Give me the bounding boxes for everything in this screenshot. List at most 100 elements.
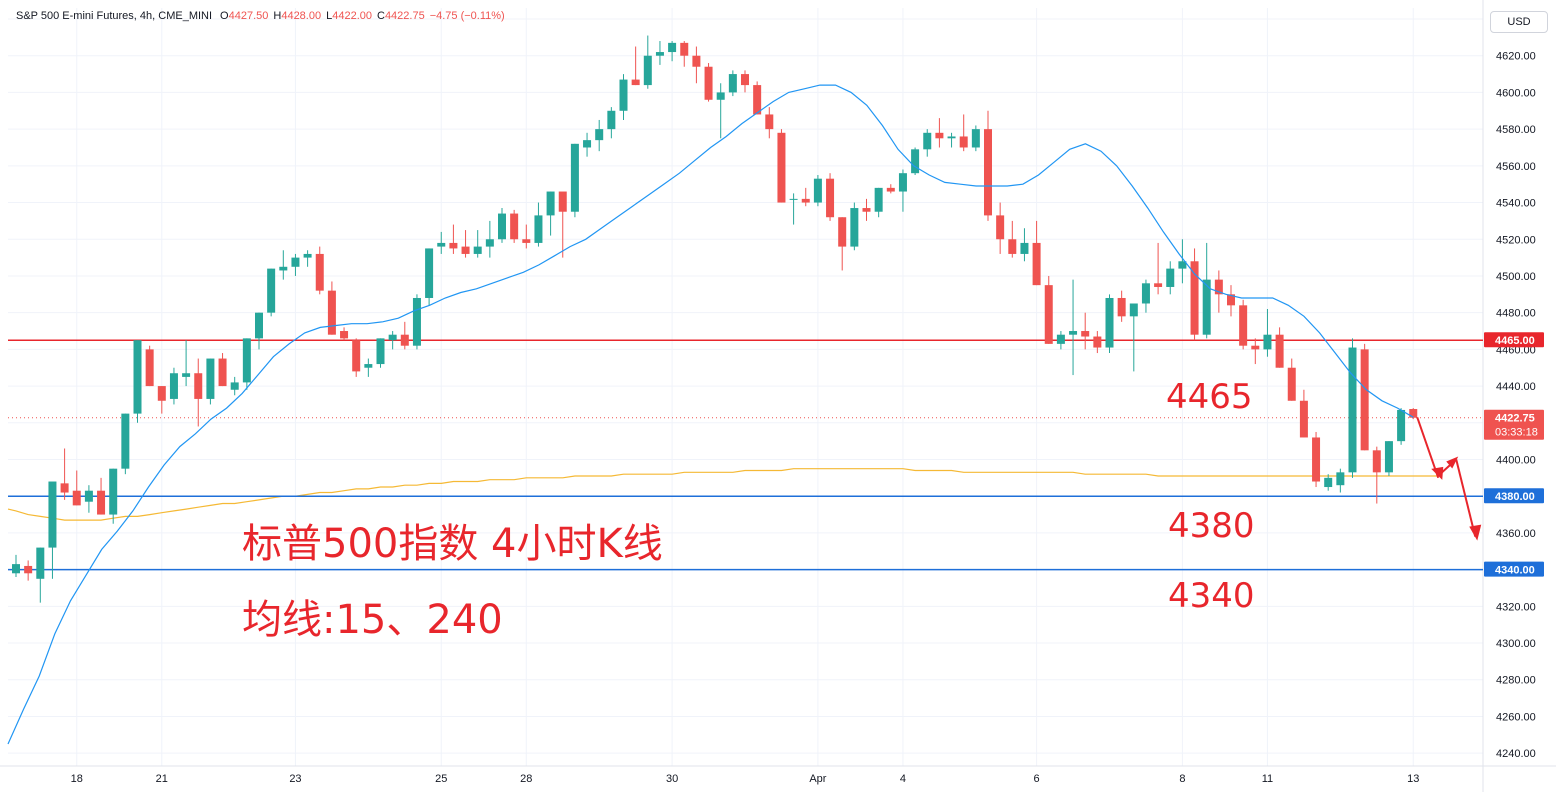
candle [558, 191, 567, 258]
candle [169, 367, 178, 405]
candle [838, 217, 847, 271]
candle [874, 187, 883, 218]
annotation-level-4340: 4340 [1168, 576, 1255, 616]
candle-body [425, 248, 434, 298]
candle [485, 220, 494, 258]
candle [1166, 261, 1175, 295]
candle-body [947, 136, 956, 139]
candle-body [1397, 409, 1406, 442]
candle [692, 46, 701, 84]
open-value: 4427.50 [228, 10, 269, 22]
candle [1044, 275, 1053, 344]
candle-body [643, 55, 652, 86]
price-tick-label: 4400.00 [1496, 454, 1536, 466]
candle [388, 331, 397, 350]
candle [97, 477, 106, 515]
arrow-head [1446, 456, 1459, 469]
candle [1093, 331, 1102, 354]
candle [643, 35, 652, 89]
candle-body [704, 66, 713, 100]
candle-body [1008, 239, 1017, 254]
candle-body [631, 79, 640, 86]
candle-body [279, 266, 288, 271]
candle-body [959, 136, 968, 148]
candle [121, 413, 130, 475]
price-tick-label: 4260.00 [1496, 711, 1536, 723]
candle-body [364, 364, 373, 368]
candle-body [267, 268, 276, 313]
candle [947, 132, 956, 148]
candle [218, 353, 227, 387]
price-tick-label: 4620.00 [1496, 51, 1536, 63]
candle [279, 250, 288, 280]
candle-body [1348, 347, 1357, 473]
candle [510, 209, 519, 243]
candle [498, 208, 506, 243]
symbol-legend: S&P 500 E-mini Futures, 4h, CME_MINI O 4… [16, 10, 505, 22]
candle-body [996, 215, 1005, 240]
time-axis[interactable]: 18 21 23 25 28 30 Apr 4 6 8 11 13 [71, 773, 1420, 785]
candle-body [777, 132, 786, 203]
time-tick-label: 6 [1034, 773, 1040, 785]
candle [1069, 279, 1078, 376]
candle-body [291, 257, 300, 267]
candle-body [1105, 297, 1114, 348]
candle-body [1409, 409, 1418, 418]
candle-body [485, 239, 494, 247]
candle [1227, 285, 1235, 317]
candle [1275, 327, 1284, 368]
candle [84, 485, 93, 513]
candle-body [1324, 477, 1333, 488]
arrow-segment [1455, 459, 1477, 537]
time-tick-label: 11 [1262, 773, 1273, 785]
candle [570, 143, 579, 218]
candle [765, 107, 774, 139]
candle-body [1117, 297, 1126, 317]
candle-body [789, 198, 798, 200]
candle-body [935, 132, 944, 139]
candle-body [1093, 336, 1102, 348]
candle-body [315, 253, 324, 291]
candle [400, 321, 409, 350]
candle [182, 340, 191, 387]
candle [741, 70, 749, 93]
candle-body [121, 413, 130, 469]
high-label: H [273, 10, 282, 22]
candle [1008, 220, 1017, 258]
candle [109, 468, 118, 524]
price-tick-label: 4540.00 [1496, 198, 1536, 210]
price-tick-label: 4360.00 [1496, 528, 1536, 540]
level-price-tag-bg [1484, 488, 1544, 504]
currency-button[interactable]: USD [1490, 11, 1548, 33]
price-axis[interactable]: 4240.00 4260.00 4280.00 4300.00 4320.00 4340.… [1496, 14, 1536, 760]
candle-body [157, 386, 166, 401]
candle-body [1190, 261, 1199, 335]
candle-body [145, 349, 154, 387]
candle [923, 129, 932, 157]
ma15-line [7, 84, 1414, 745]
candle-body [1056, 334, 1065, 344]
candle [984, 110, 992, 221]
candle [1251, 338, 1260, 365]
candle [1372, 446, 1381, 504]
candle-body [352, 340, 361, 372]
candle [461, 230, 470, 258]
candle [267, 268, 276, 317]
price-tick-label: 4280.00 [1496, 675, 1536, 687]
candle-body [971, 129, 980, 148]
candle [1384, 441, 1393, 477]
candle [1190, 248, 1199, 341]
candle [522, 224, 531, 249]
candle-body [97, 490, 106, 515]
candle [242, 338, 251, 390]
candle-body [12, 564, 20, 574]
candle-body [1263, 334, 1272, 350]
candle-body [84, 490, 93, 502]
candle [935, 118, 944, 148]
candle [534, 202, 543, 247]
candle-body [862, 208, 871, 212]
chart-annotation-title: 标普500指数 4小时K线 [242, 521, 663, 567]
candle [364, 358, 373, 377]
candle [680, 41, 689, 67]
